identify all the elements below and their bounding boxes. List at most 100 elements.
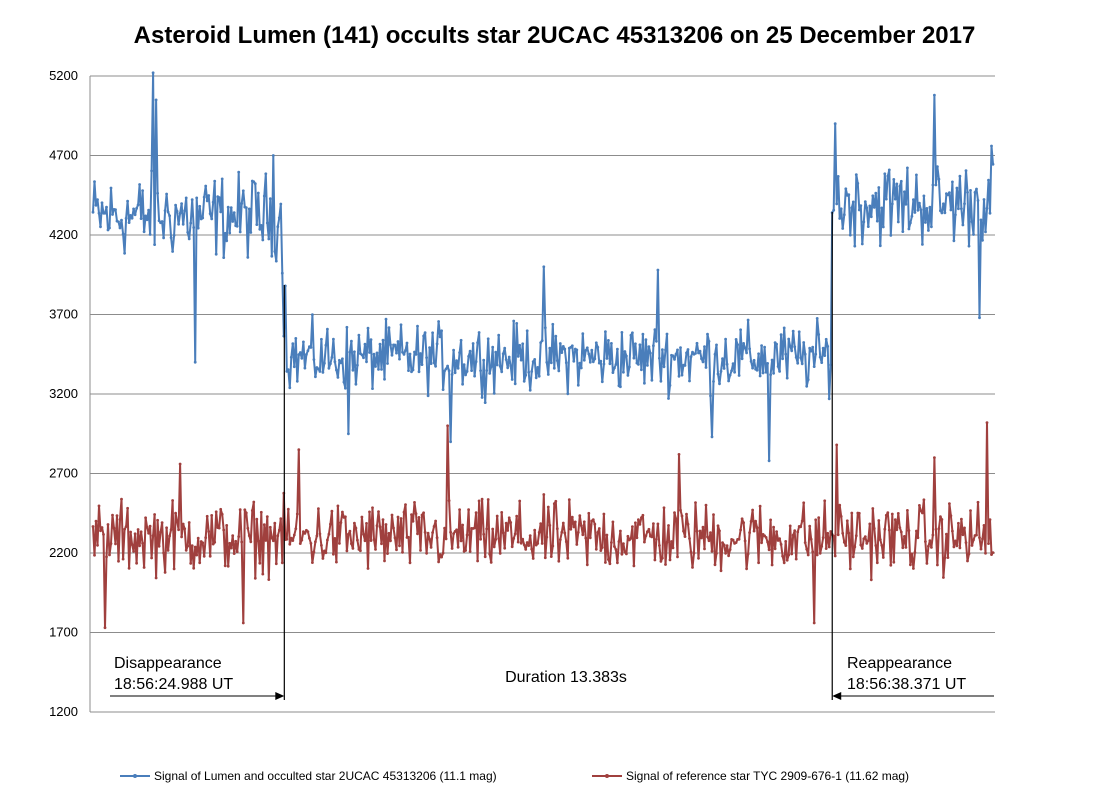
data-point <box>153 243 157 247</box>
data-point <box>344 515 347 519</box>
data-point <box>413 350 416 354</box>
data-point <box>330 509 334 513</box>
data-point <box>444 537 448 541</box>
data-point <box>904 202 908 206</box>
data-point <box>713 563 717 567</box>
data-point <box>975 533 978 537</box>
data-point <box>461 382 464 386</box>
data-point <box>398 544 401 548</box>
data-point <box>111 213 114 216</box>
data-point <box>124 217 128 220</box>
data-point <box>401 550 404 554</box>
data-point <box>338 542 341 545</box>
data-point <box>575 348 579 352</box>
data-point <box>821 536 825 539</box>
data-point <box>314 375 317 379</box>
data-point <box>201 541 205 545</box>
data-point <box>778 537 781 540</box>
data-point <box>253 576 257 580</box>
data-point <box>133 213 137 217</box>
data-point <box>844 544 848 547</box>
data-point <box>533 358 537 361</box>
data-point <box>480 396 484 399</box>
data-point <box>781 554 784 558</box>
data-point <box>519 541 523 545</box>
data-point <box>172 567 176 571</box>
data-point <box>659 379 663 383</box>
data-point <box>387 531 391 535</box>
data-point <box>893 197 897 201</box>
data-point <box>638 523 642 526</box>
data-point <box>563 531 567 535</box>
data-point <box>458 508 461 511</box>
data-point <box>748 531 751 535</box>
data-point <box>444 367 448 371</box>
data-point <box>183 209 187 213</box>
data-point <box>881 556 885 559</box>
data-point <box>183 527 187 531</box>
data-point <box>375 524 379 528</box>
data-point <box>380 368 383 371</box>
data-point <box>790 552 794 556</box>
data-point <box>513 532 517 536</box>
data-point <box>913 211 917 214</box>
data-point <box>157 219 161 223</box>
data-point <box>829 363 833 367</box>
data-point <box>661 556 664 560</box>
data-point <box>945 532 948 536</box>
data-point <box>543 326 547 330</box>
data-point <box>247 207 251 211</box>
data-point <box>799 356 803 360</box>
data-point <box>746 318 750 322</box>
data-point <box>389 343 392 347</box>
data-point <box>564 361 568 365</box>
data-point <box>289 536 293 540</box>
data-point <box>228 231 232 235</box>
data-point <box>549 555 553 558</box>
data-point <box>833 554 837 558</box>
data-point <box>881 225 885 229</box>
data-point <box>327 532 331 536</box>
data-point <box>410 513 413 516</box>
data-point <box>811 550 815 554</box>
data-point <box>878 538 882 542</box>
data-point <box>599 549 603 552</box>
data-point <box>850 511 854 515</box>
data-point <box>673 511 676 515</box>
data-point <box>479 537 482 541</box>
data-point <box>94 203 98 207</box>
data-point <box>208 212 212 216</box>
data-point <box>614 548 618 551</box>
data-point <box>817 333 821 336</box>
data-point <box>802 341 806 344</box>
data-point <box>939 209 942 213</box>
data-point <box>561 345 565 348</box>
disappearance-time: 18:56:24.988 UT <box>114 676 233 693</box>
data-point <box>204 536 208 540</box>
data-point <box>214 510 218 514</box>
data-point <box>749 360 753 363</box>
data-point <box>875 561 879 565</box>
data-point <box>456 545 460 549</box>
data-point <box>163 571 167 574</box>
data-point <box>915 529 918 533</box>
data-point <box>136 203 140 207</box>
data-point <box>742 342 745 345</box>
data-point <box>196 226 200 230</box>
data-point <box>713 352 717 356</box>
data-point <box>703 345 706 348</box>
data-point <box>462 363 466 367</box>
data-point <box>806 378 810 382</box>
data-point <box>644 534 648 538</box>
data-point <box>371 506 374 510</box>
data-point <box>906 509 909 512</box>
data-point <box>985 421 989 424</box>
data-point <box>844 187 848 191</box>
data-point <box>818 355 822 359</box>
data-point <box>178 211 182 215</box>
data-point <box>878 244 882 248</box>
data-point <box>277 216 281 220</box>
y-tick-label: 1700 <box>49 625 78 640</box>
data-point <box>966 559 969 563</box>
data-point <box>871 507 875 510</box>
